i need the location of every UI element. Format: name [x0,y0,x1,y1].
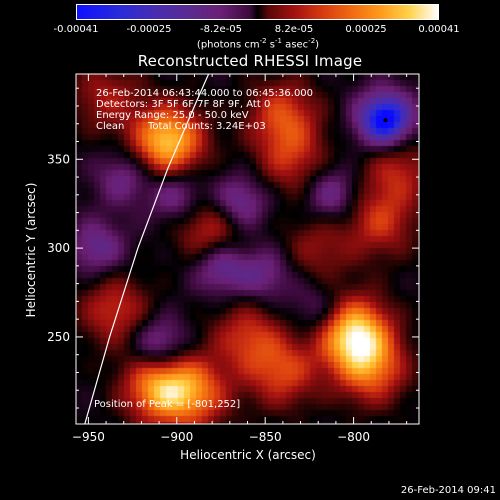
y-tick-label: 300 [47,241,70,255]
minimum-marker [383,118,388,123]
x-tick-label: −800 [337,430,370,444]
colorbar-tick-label: -8.2e-05 [200,24,242,35]
annotation-time-range: 26-Feb-2014 06:43:44.000 to 06:45:36.000 [96,88,314,99]
y-tick-label: 350 [47,152,70,166]
annotation-detectors: Detectors: 3F 5F 6F 7F 8F 9F, Att 0 [96,99,271,110]
colorbar-gradient [76,4,439,20]
annotation-clean: Clean [96,121,125,132]
annotation-peak-position: Position of Peak = [-801,252] [94,399,241,410]
timestamp: 26-Feb-2014 09:41 [400,485,496,496]
y-axis-label: Heliocentric Y (arcsec) [24,182,38,318]
colorbar-tick-label: 8.2e-05 [274,24,314,35]
colorbar-unit-label: (photons cm-2 s-1 asec-2) [196,37,320,51]
colorbar-tick-label: 0.00025 [345,24,387,35]
y-tick-label: 250 [47,330,70,344]
x-axis-label: Heliocentric X (arcsec) [180,448,316,462]
colorbar [76,4,439,20]
colorbar-tick-label: 0.00041 [418,24,460,35]
plot-area: 26-Feb-2014 06:43:44.000 to 06:45:36.000… [76,74,419,424]
annotation-total-counts: Total Counts: 3.24E+03 [148,121,266,132]
x-tick-label: −850 [249,430,282,444]
colorbar-tick-label: -0.00041 [53,24,99,35]
chart-title: Reconstructed RHESSI Image [137,52,363,70]
x-tick-label: −900 [160,430,193,444]
colorbar-tick-label: -0.00025 [126,24,172,35]
x-tick-label: −950 [72,430,105,444]
annotation-energy-range: Energy Range: 25.0 - 50.0 keV [96,110,249,121]
